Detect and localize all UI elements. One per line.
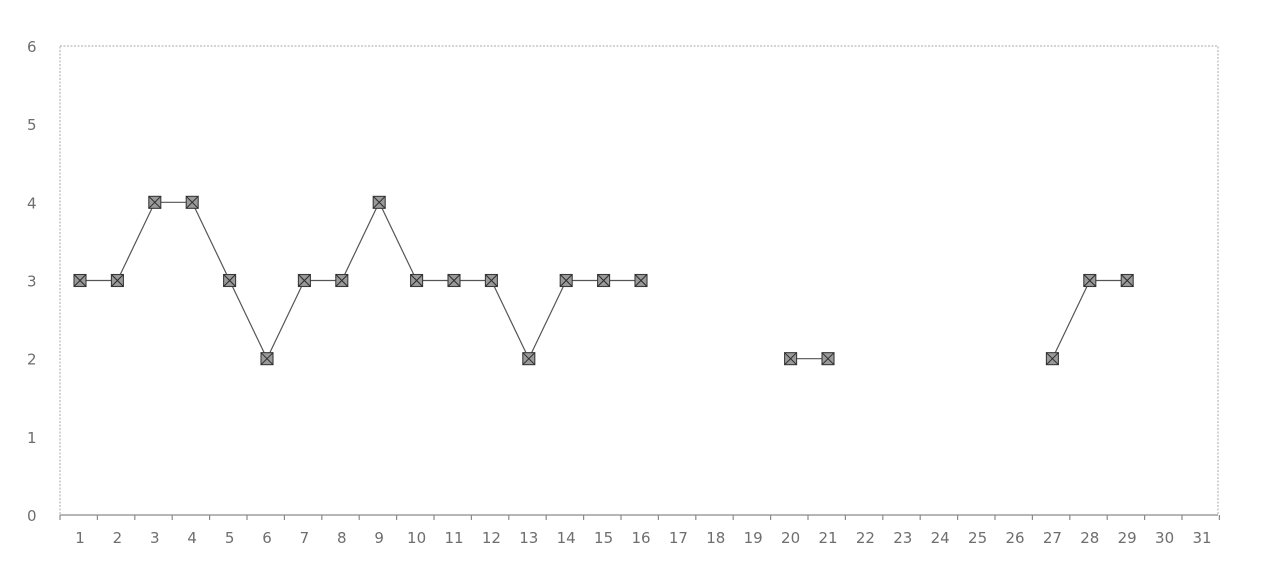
- data-point: [784, 352, 798, 366]
- x-tick-label: 15: [594, 529, 613, 547]
- data-point: [522, 352, 536, 366]
- data-point: [260, 352, 274, 366]
- x-tick-label: 21: [818, 529, 837, 547]
- y-tick-label: 3: [27, 273, 37, 291]
- x-tick-label: 9: [374, 529, 384, 547]
- data-point: [73, 273, 87, 288]
- x-tick-label: 10: [407, 529, 426, 547]
- x-tick-label: 5: [225, 529, 235, 547]
- series-line-segment: [191, 202, 231, 281]
- data-point: [297, 273, 311, 288]
- gridlines: [60, 9, 1258, 438]
- x-tick-label: 1: [75, 529, 85, 547]
- x-tick-label: 8: [337, 529, 347, 547]
- x-tick-label: 11: [444, 529, 463, 547]
- data-point: [185, 195, 199, 209]
- data-point: [1120, 273, 1134, 288]
- x-tick-label: 3: [150, 529, 160, 547]
- series-line-segment: [341, 202, 380, 281]
- x-tick-label: 12: [482, 529, 501, 547]
- x-tick-label: 16: [631, 529, 650, 547]
- x-tick-label: 29: [1118, 529, 1137, 547]
- y-tick-label: 0: [27, 507, 37, 525]
- x-tick-label: 6: [262, 529, 272, 547]
- x-tick-label: 31: [1192, 529, 1211, 547]
- series-line-segment: [378, 202, 418, 281]
- data-point: [148, 195, 162, 209]
- x-axis: [59, 514, 1221, 520]
- x-tick-label: 14: [557, 529, 576, 547]
- x-tick-label: 30: [1155, 529, 1174, 547]
- x-tick-label: 7: [300, 529, 310, 547]
- x-tick-label: 20: [781, 529, 800, 547]
- x-tick-label: 26: [1005, 529, 1024, 547]
- data-point: [335, 273, 349, 288]
- x-tick-label: 19: [744, 529, 763, 547]
- y-tick-label: 4: [27, 194, 37, 212]
- y-tick-label: 1: [27, 429, 37, 447]
- data-point: [1083, 273, 1097, 288]
- series-line-segment: [116, 202, 156, 281]
- x-tick-label: 13: [519, 529, 538, 547]
- data-point: [447, 273, 461, 288]
- data-point: [597, 273, 611, 288]
- x-tick-label: 18: [706, 529, 725, 547]
- y-tick-label: 6: [27, 38, 37, 56]
- x-tick-label: 17: [669, 529, 688, 547]
- series-line-segment: [1051, 280, 1091, 359]
- x-tick-label: 27: [1043, 529, 1062, 547]
- data-point: [223, 273, 237, 288]
- y-tick-label: 5: [27, 116, 37, 134]
- x-tick-label: 24: [931, 529, 950, 547]
- data-point: [1045, 352, 1059, 366]
- data-point: [372, 195, 386, 209]
- x-tick-label: 23: [893, 529, 912, 547]
- series-line-segment: [266, 280, 305, 359]
- x-tick-label: 28: [1080, 529, 1099, 547]
- data-point: [634, 273, 648, 288]
- x-tick-label: 4: [187, 529, 197, 547]
- series-line-segment: [490, 280, 530, 359]
- data-point: [484, 273, 498, 288]
- y-axis-tick-labels: 0 1 2 3 4 5 6: [27, 38, 37, 525]
- x-axis-tick-labels: 1 2 3 4 5 6 7 8 9 10 11 12 13 14 15 16 17 18 19 20 21 22 23 24 2…: [75, 529, 1211, 547]
- x-tick-label: 22: [856, 529, 875, 547]
- x-tick-label: 25: [968, 529, 987, 547]
- data-point: [110, 273, 124, 288]
- data-point: [559, 273, 573, 288]
- x-tick-label: 2: [113, 529, 123, 547]
- series-line-segment: [528, 280, 567, 359]
- series-line-segment: [229, 280, 268, 359]
- data-point: [821, 352, 835, 366]
- y-tick-label: 2: [27, 351, 37, 369]
- data-point: [410, 273, 424, 288]
- series-markers: [73, 195, 1134, 366]
